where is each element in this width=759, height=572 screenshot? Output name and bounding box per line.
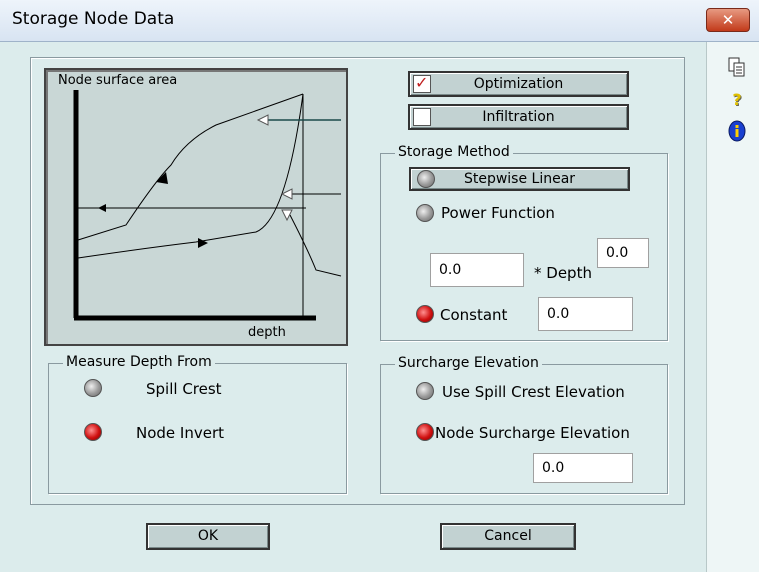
diagram-lower-curve — [77, 93, 304, 259]
node-invert-label: Node Invert — [136, 424, 225, 442]
measure-depth-group: Measure Depth From — [48, 354, 347, 494]
stepwise-radio[interactable] — [417, 170, 435, 188]
infiltration-label: Infiltration — [482, 109, 555, 125]
check-icon: ✓ — [415, 73, 429, 92]
storage-curve-diagram: Node surface area depth — [44, 68, 348, 346]
diagram-arrow-right — [198, 238, 208, 248]
power-function-radio[interactable] — [416, 204, 434, 222]
stepwise-linear-option[interactable]: Stepwise Linear — [409, 167, 630, 191]
diagram-arrow-hollow-1 — [256, 114, 269, 126]
help-icon[interactable]: ? — [732, 90, 742, 109]
optimization-checkbox[interactable]: ✓ — [413, 75, 431, 93]
spill-crest-label: Spill Crest — [146, 380, 222, 398]
exponent-input[interactable]: 0.0 — [597, 238, 649, 268]
spill-crest-radio[interactable] — [84, 379, 102, 397]
infiltration-toggle[interactable]: Infiltration — [408, 104, 629, 130]
diagram-arrow-hollow-3 — [281, 209, 293, 222]
infiltration-checkbox[interactable] — [413, 108, 431, 126]
diagram-xlabel: depth — [248, 325, 286, 340]
diagram-arrow-left — [98, 204, 106, 212]
main-panel — [30, 57, 685, 505]
copy-icon[interactable] — [727, 56, 747, 78]
close-button[interactable]: ✕ — [706, 8, 750, 32]
depth-label: * Depth — [534, 264, 592, 282]
use-spill-crest-radio[interactable] — [416, 382, 434, 400]
ok-button[interactable]: OK — [146, 523, 270, 550]
constant-input[interactable]: 0.0 — [538, 297, 633, 331]
optimization-toggle[interactable]: ✓ Optimization — [408, 71, 629, 97]
cancel-button[interactable]: Cancel — [440, 523, 576, 550]
diagram-arrow-hollow-2 — [280, 188, 293, 200]
surcharge-title: Surcharge Elevation — [395, 355, 542, 371]
window-title: Storage Node Data — [12, 9, 175, 29]
close-icon: ✕ — [721, 11, 735, 29]
diagram-right-curve — [289, 214, 342, 277]
node-surcharge-label: Node Surcharge Elevation — [435, 424, 630, 442]
info-icon[interactable] — [727, 120, 747, 142]
surcharge-elevation-input[interactable]: 0.0 — [533, 453, 633, 483]
diagram-ylabel: Node surface area — [58, 73, 178, 88]
coefficient-input[interactable]: 0.0 — [430, 253, 524, 287]
stepwise-label: Stepwise Linear — [463, 171, 576, 187]
measure-depth-title: Measure Depth From — [63, 354, 215, 370]
constant-radio[interactable] — [416, 305, 434, 323]
side-toolbar: ? — [706, 42, 759, 572]
title-bar: Storage Node Data ✕ — [0, 0, 759, 42]
diagram-svg — [73, 90, 342, 321]
node-invert-radio[interactable] — [84, 423, 102, 441]
optimization-label: Optimization — [473, 76, 564, 92]
storage-method-title: Storage Method — [395, 144, 513, 160]
constant-label: Constant — [440, 306, 508, 324]
diagram-upper-curve — [77, 93, 304, 241]
power-function-label: Power Function — [441, 204, 555, 222]
use-spill-crest-label: Use Spill Crest Elevation — [442, 383, 625, 401]
node-surcharge-radio[interactable] — [416, 423, 434, 441]
storage-method-group: Storage Method — [380, 144, 668, 341]
diagram-arrow-up — [156, 172, 168, 184]
surcharge-elevation-group: Surcharge Elevation — [380, 355, 668, 494]
